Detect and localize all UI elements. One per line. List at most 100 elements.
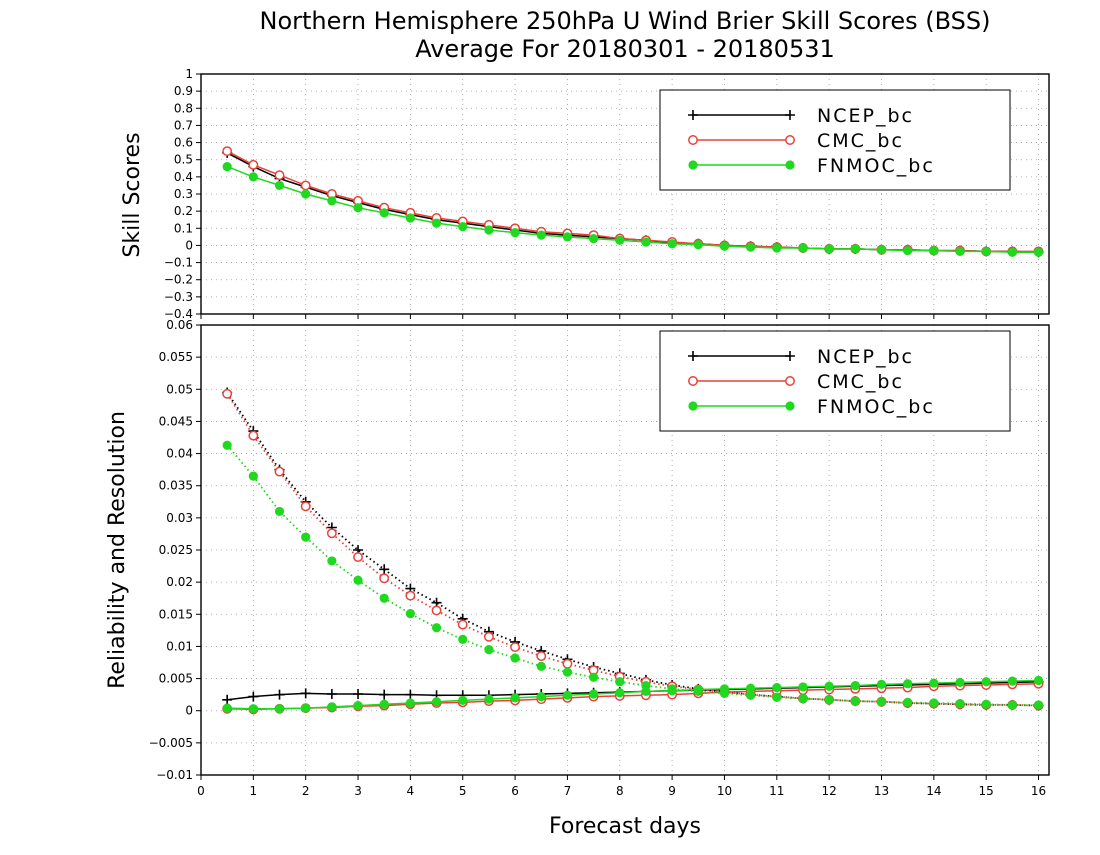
top-data-point [301,189,311,199]
top-series-FNMOC_bc [222,161,1044,257]
x-tick-label: 8 [616,784,624,798]
bottom-data-point [458,634,468,644]
legend-item-CMC_bc: CMC_bc [688,371,904,393]
legend-label: CMC_bc [817,371,904,393]
bottom-y-tick-label: 0.05 [166,382,193,396]
bottom-series-line [227,681,1039,701]
bottom-data-point [1007,676,1017,686]
top-data-point [641,237,651,247]
bottom-data-point [510,693,520,703]
legend-marker [688,160,698,170]
bottom-data-point [772,682,782,693]
legend-label: FNMOC_bc [817,155,935,177]
bottom-data-point [379,573,390,584]
bottom-data-point [798,682,808,692]
top-y-tick-label: −0.4 [164,307,193,321]
bottom-data-point [301,703,311,713]
bottom-data-point [876,679,887,689]
top-data-point [248,172,258,182]
bottom-series-FNMOC_bc-reliability [222,675,1044,714]
top-data-point [1033,247,1044,257]
bottom-y-tick-label: 0 [185,704,193,718]
bottom-data-point [457,619,468,630]
bottom-data-point [353,689,364,699]
bottom-data-point [484,694,494,704]
x-tick-label: 0 [197,784,205,798]
bottom-data-point [248,471,258,481]
bottom-y-tick-label: 0.01 [166,639,193,653]
bottom-data-point [510,642,521,653]
bottom-data-point [431,623,442,633]
x-tick-label: 1 [250,784,258,798]
legend-item-CMC_bc: CMC_bc [688,130,902,152]
bottom-data-point [615,688,625,698]
bottom-data-point [405,698,415,708]
bottom-plot-frame [200,324,1050,776]
bottom-y-tick-label: 0.035 [159,479,193,493]
bottom-y-tick-label: 0.025 [159,543,193,557]
x-tick-label: 15 [979,784,994,798]
bottom-y-tick-label: 0.02 [166,575,193,589]
x-tick-label: 6 [511,784,519,798]
bottom-data-point [274,689,285,700]
top-data-point [981,246,991,257]
bottom-data-point [248,704,258,714]
legend-item-NCEP_bc: NCEP_bc [688,105,914,127]
top-data-point [510,227,520,238]
bottom-data-point [536,691,546,702]
top-y-tick-label: −0.2 [164,273,193,287]
top-y-tick-label: 0.7 [174,118,193,132]
bottom-data-point [300,501,311,512]
x-tick-label: 9 [668,784,676,798]
bottom-data-point [274,466,285,477]
legend-marker [785,135,795,145]
bottom-data-point [274,506,285,517]
bottom-series-line [226,444,1039,706]
legend-marker [785,110,795,120]
bottom-data-point [222,703,232,713]
bottom-data-point [222,440,232,450]
bottom-data-point [326,528,337,539]
top-y-tick-label: 0.8 [174,101,193,115]
bottom-data-point [353,700,363,711]
top-data-point [327,196,337,206]
top-data-point [772,243,782,253]
bottom-y-tick-label: 0.015 [159,607,193,621]
bottom-data-point [903,679,913,689]
chart-title-line1: Northern Hemisphere 250hPa U Wind Brier … [260,7,991,35]
top-data-point [536,230,546,240]
top-y-tick-label: 0.5 [174,153,193,167]
bottom-data-point [458,695,468,706]
top-data-point [1007,247,1017,257]
bottom-data-point [536,661,546,671]
top-y-tick-label: −0.1 [164,256,193,270]
top-y-tick-label: 0.4 [174,170,193,184]
bottom-data-point [1033,675,1044,686]
top-data-point [405,213,415,223]
legend-label: NCEP_bc [817,105,914,127]
bottom-data-point [955,699,965,709]
bottom-data-point [1033,700,1044,710]
bottom-y-tick-label: −0.005 [149,736,193,750]
bottom-series-CMC_bc-resolution [222,388,1044,711]
bottom-data-point [955,677,965,688]
bottom-data-point [379,689,390,700]
top-y-tick-label: 1 [185,67,193,81]
bottom-data-point [746,690,756,700]
bottom-data-point [274,704,285,714]
top-data-point [798,243,808,253]
bottom-y-tick-label: 0.045 [159,414,193,428]
bottom-data-point [222,388,233,399]
legend-marker [688,351,698,361]
legend-marker [785,160,795,170]
bottom-data-point [850,696,860,706]
top-y-tick-label: 0 [185,238,193,252]
top-y-tick-label: −0.3 [164,290,193,304]
bottom-data-point [876,697,887,707]
top-data-point [667,239,677,249]
top-data-point [274,180,285,191]
bottom-data-point [798,693,808,704]
bottom-data-point [326,689,337,699]
top-data-point [484,225,494,235]
bottom-data-point [379,699,389,709]
